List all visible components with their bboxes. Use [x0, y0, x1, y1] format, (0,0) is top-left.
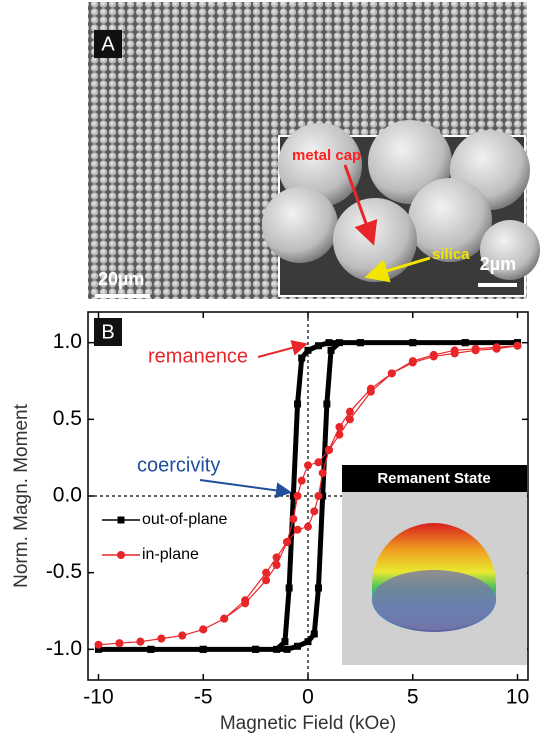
point [357, 339, 364, 346]
annotation: coercivity [137, 454, 220, 476]
x-tick-label: -10 [83, 686, 113, 709]
point [472, 346, 480, 354]
y-axis-label: Norm. Magn. Moment [11, 403, 32, 587]
point [305, 347, 312, 354]
point [294, 643, 301, 650]
annotation: remanence [148, 345, 248, 367]
point [346, 408, 354, 416]
y-tick-label: -0.5 [46, 560, 82, 583]
legend-marker [118, 517, 125, 524]
point [336, 339, 343, 346]
inset-title: Remanent State [377, 470, 490, 487]
point [289, 515, 297, 523]
point [284, 646, 291, 653]
point [298, 355, 305, 362]
point [325, 339, 332, 346]
point [286, 585, 293, 592]
point [220, 615, 228, 623]
x-tick-label: -5 [194, 686, 213, 709]
point [281, 638, 288, 645]
point [298, 477, 306, 485]
point [314, 458, 322, 466]
figure: A metal cap silica 2µm 20µm B Magnetic F… [0, 0, 544, 737]
point [304, 461, 312, 469]
x-tick-label: 10 [506, 686, 529, 709]
inset-label: metal cap [292, 147, 361, 164]
point [115, 639, 123, 647]
point [200, 646, 207, 653]
point [136, 638, 144, 646]
point [430, 352, 438, 360]
point [335, 431, 343, 439]
point [315, 342, 322, 349]
point [319, 469, 327, 477]
point [335, 423, 343, 431]
point [178, 632, 186, 640]
panel-a: A metal cap silica 2µm 20µm [88, 2, 540, 299]
point [367, 385, 375, 393]
legend-label: out-of-plane [142, 511, 227, 528]
point [304, 523, 312, 531]
point [294, 526, 302, 534]
x-tick-label: 0 [302, 686, 314, 709]
point [262, 576, 270, 584]
point [409, 359, 417, 367]
legend-marker [117, 551, 125, 559]
y-tick-label: 0.0 [53, 484, 82, 507]
point [305, 638, 312, 645]
point [283, 538, 291, 546]
point [262, 569, 270, 577]
x-tick-label: 5 [407, 686, 419, 709]
point [273, 553, 281, 561]
y-tick-label: 0.5 [53, 407, 82, 430]
point [451, 349, 459, 357]
y-tick-label: 1.0 [53, 330, 82, 353]
y-tick-label: -1.0 [46, 637, 82, 660]
point [147, 646, 154, 653]
point [462, 339, 469, 346]
point [294, 492, 302, 500]
point [310, 507, 318, 515]
point [328, 347, 335, 354]
point [273, 561, 281, 569]
inset-scale-label: 2µm [480, 254, 516, 274]
panel-label: A [101, 33, 115, 55]
point [94, 641, 102, 649]
inset-remanent [342, 465, 527, 665]
point [325, 446, 333, 454]
legend-label: in-plane [142, 546, 199, 563]
point [294, 401, 301, 408]
point [388, 369, 396, 377]
point [241, 596, 249, 604]
point [514, 342, 522, 350]
point [323, 401, 330, 408]
point [346, 415, 354, 423]
point [409, 339, 416, 346]
panel-label: B [101, 321, 114, 343]
point [315, 585, 322, 592]
x-axis-label: Magnetic Field (kOe) [220, 713, 396, 734]
point [311, 631, 318, 638]
point [252, 646, 259, 653]
inset-label: silica [432, 246, 470, 263]
point [314, 492, 322, 500]
point [157, 635, 165, 643]
point [199, 625, 207, 633]
point [273, 646, 280, 653]
point [493, 345, 501, 353]
scale-label: 20µm [98, 269, 144, 289]
